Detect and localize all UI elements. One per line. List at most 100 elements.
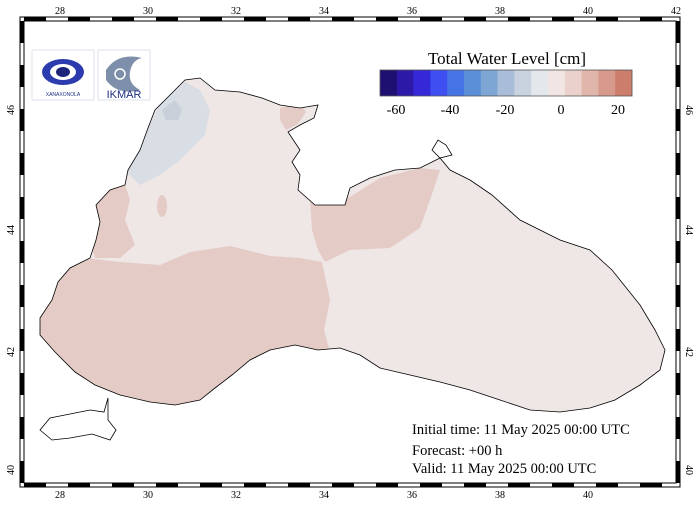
lon-label: 32 bbox=[231, 6, 241, 17]
frame-checker bbox=[112, 483, 134, 487]
lon-label: 38 bbox=[495, 6, 505, 17]
frame-checker bbox=[24, 17, 46, 21]
lat-label: 46 bbox=[683, 105, 694, 115]
frame-checker bbox=[676, 285, 680, 307]
lon-label: 38 bbox=[495, 490, 505, 501]
positive-anomaly-central bbox=[310, 168, 440, 262]
frame-checker bbox=[20, 329, 24, 351]
colorbar-tick: 0 bbox=[558, 103, 565, 118]
colorbar-cell bbox=[598, 70, 616, 96]
colorbar-cell bbox=[548, 70, 566, 96]
lon-labels-bottom: 28 30 32 34 36 38 40 bbox=[55, 490, 593, 501]
frame-checker bbox=[20, 241, 24, 263]
frame-checker bbox=[20, 197, 24, 219]
lat-label: 42 bbox=[6, 347, 17, 357]
lat-label: 44 bbox=[683, 225, 694, 235]
logo-right-text: IKMAR bbox=[107, 89, 142, 101]
colorbar-cell bbox=[531, 70, 549, 96]
colorbar-cell bbox=[464, 70, 482, 96]
positive-spot-azov bbox=[280, 104, 306, 130]
frame-checker bbox=[200, 17, 222, 21]
frame-checker bbox=[676, 197, 680, 219]
logo-left-icon: XANAXONOLA bbox=[31, 49, 95, 101]
frame-checker bbox=[676, 241, 680, 263]
negative-spot-nw bbox=[162, 100, 182, 120]
colorbar-tick: -60 bbox=[387, 103, 406, 118]
frame-checker bbox=[156, 483, 178, 487]
coastline bbox=[39, 77, 666, 413]
frame-checker bbox=[20, 417, 24, 439]
lon-label: 28 bbox=[55, 6, 65, 17]
colorbar-cell bbox=[480, 70, 498, 96]
lat-labels-right: 40 42 44 46 bbox=[683, 105, 694, 475]
frame-checker bbox=[156, 17, 178, 21]
sea-water-level-field bbox=[39, 77, 666, 441]
positive-anomaly-west bbox=[88, 185, 135, 258]
marmara-coast bbox=[39, 397, 117, 441]
frame-checker bbox=[552, 483, 574, 487]
colorbar-cell bbox=[615, 70, 633, 96]
lat-label: 42 bbox=[683, 347, 694, 357]
colorbar-border bbox=[379, 69, 633, 97]
lon-label: 30 bbox=[143, 6, 153, 17]
frame-checker bbox=[676, 109, 680, 131]
colorbar-cell bbox=[564, 70, 582, 96]
frame-checker bbox=[68, 17, 90, 21]
lat-label: 46 bbox=[6, 105, 17, 115]
frame-checker-pattern bbox=[20, 17, 680, 487]
valid-time-text: Valid: 11 May 2025 00:00 UTC bbox=[412, 461, 596, 477]
map-frame bbox=[19, 16, 681, 488]
frame-checker bbox=[200, 483, 222, 487]
frame-checker bbox=[596, 17, 618, 21]
frame-checker bbox=[288, 483, 310, 487]
frame-checker bbox=[464, 17, 486, 21]
frame-checker bbox=[112, 17, 134, 21]
frame-checker bbox=[676, 21, 680, 43]
lon-label: 28 bbox=[55, 490, 65, 501]
frame-checker bbox=[508, 17, 530, 21]
frame-checker bbox=[24, 483, 46, 487]
frame-checker bbox=[508, 483, 530, 487]
colorbar-cell bbox=[447, 70, 465, 96]
colorbar-cells bbox=[380, 70, 633, 96]
colorbar-cell bbox=[430, 70, 448, 96]
frame-checker bbox=[640, 483, 662, 487]
frame-checker bbox=[68, 483, 90, 487]
frame-checker bbox=[20, 65, 24, 87]
frame-checker bbox=[20, 21, 24, 43]
forecast-info: Initial time: 11 May 2025 00:00 UTC Fore… bbox=[412, 422, 630, 477]
lon-label: 42 bbox=[671, 6, 681, 17]
negative-anomaly-nw bbox=[125, 82, 210, 185]
frame-checker bbox=[20, 373, 24, 395]
frame-checker bbox=[676, 65, 680, 87]
frame-checker bbox=[288, 17, 310, 21]
lat-label: 40 bbox=[683, 465, 694, 475]
lon-labels-top: 28 30 32 34 36 38 40 42 bbox=[55, 6, 681, 17]
lon-label: 32 bbox=[231, 490, 241, 501]
colorbar-cell bbox=[380, 70, 398, 96]
logo-right-icon: IKMAR bbox=[97, 49, 151, 101]
frame-checker bbox=[244, 483, 266, 487]
colorbar-cell bbox=[514, 70, 532, 96]
frame-checker bbox=[420, 483, 442, 487]
frame-checker bbox=[20, 285, 24, 307]
colorbar-cell bbox=[413, 70, 431, 96]
colorbar-tick: -40 bbox=[441, 103, 460, 118]
frame-checker bbox=[676, 461, 680, 483]
frame-checker bbox=[676, 373, 680, 395]
frame-checker bbox=[20, 461, 24, 483]
lon-label: 34 bbox=[319, 6, 329, 17]
colorbar-cell bbox=[497, 70, 515, 96]
lon-label: 40 bbox=[583, 490, 593, 501]
frame-checker bbox=[332, 17, 354, 21]
frame-checker bbox=[244, 17, 266, 21]
frame-checker bbox=[464, 483, 486, 487]
colorbar-title: Total Water Level [cm] bbox=[428, 49, 586, 68]
colorbar: Total Water Level [cm] -60 -40 -20 0 20 bbox=[379, 49, 633, 118]
lat-label: 44 bbox=[6, 225, 17, 235]
azov-coast bbox=[431, 139, 453, 159]
lon-label: 36 bbox=[407, 490, 417, 501]
colorbar-tick: -20 bbox=[496, 103, 515, 118]
frame-checker bbox=[596, 483, 618, 487]
